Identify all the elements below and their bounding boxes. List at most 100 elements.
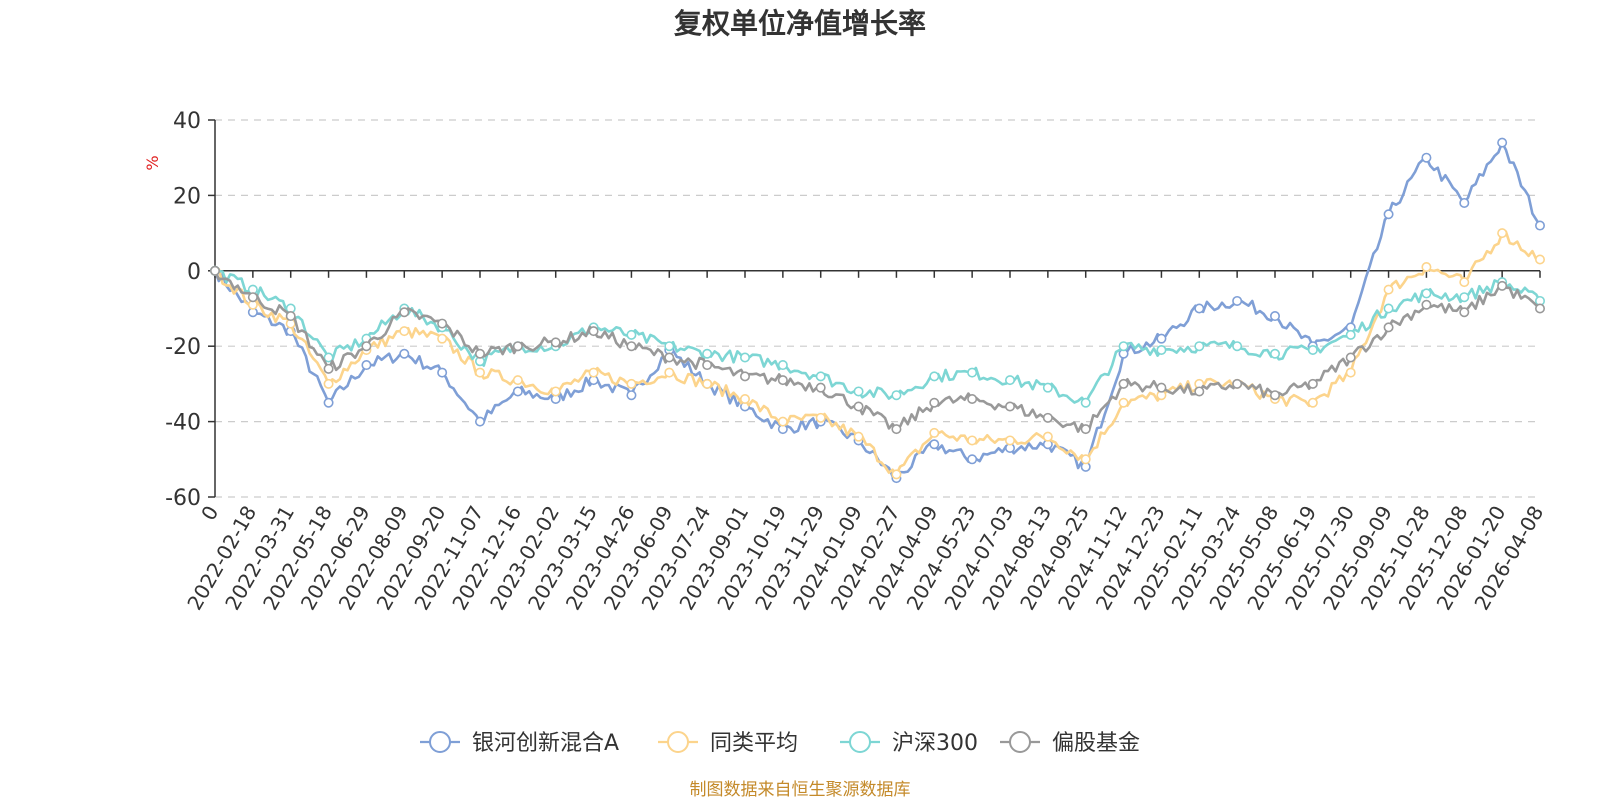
data-point[interactable] xyxy=(1459,307,1470,318)
data-point[interactable] xyxy=(1307,344,1318,355)
data-point[interactable] xyxy=(1307,397,1318,408)
data-point[interactable] xyxy=(891,424,902,435)
data-point[interactable] xyxy=(474,416,485,427)
data-point[interactable] xyxy=(1118,341,1129,352)
data-point[interactable] xyxy=(1080,397,1091,408)
data-point[interactable] xyxy=(1042,382,1053,393)
data-point[interactable] xyxy=(777,375,788,386)
data-point[interactable] xyxy=(853,401,864,412)
data-point[interactable] xyxy=(1345,367,1356,378)
data-point[interactable] xyxy=(474,367,485,378)
data-point[interactable] xyxy=(1421,288,1432,299)
data-point[interactable] xyxy=(1156,333,1167,344)
data-point[interactable] xyxy=(588,367,599,378)
data-point[interactable] xyxy=(1497,228,1508,239)
data-point[interactable] xyxy=(1383,303,1394,314)
legend-item-1[interactable]: 同类平均 xyxy=(658,731,798,756)
data-point[interactable] xyxy=(1459,277,1470,288)
data-point[interactable] xyxy=(1194,341,1205,352)
data-point[interactable] xyxy=(967,367,978,378)
data-point[interactable] xyxy=(777,360,788,371)
data-point[interactable] xyxy=(626,390,637,401)
data-point[interactable] xyxy=(1421,152,1432,163)
data-point[interactable] xyxy=(1345,329,1356,340)
data-point[interactable] xyxy=(1459,292,1470,303)
data-point[interactable] xyxy=(929,439,940,450)
data-point[interactable] xyxy=(815,371,826,382)
data-point[interactable] xyxy=(664,341,675,352)
data-point[interactable] xyxy=(1535,220,1546,231)
data-point[interactable] xyxy=(1118,397,1129,408)
data-point[interactable] xyxy=(588,326,599,337)
data-point[interactable] xyxy=(399,307,410,318)
data-point[interactable] xyxy=(1497,137,1508,148)
legend-item-2[interactable]: 沪深300 xyxy=(840,731,978,756)
data-point[interactable] xyxy=(1232,378,1243,389)
data-point[interactable] xyxy=(1156,382,1167,393)
data-point[interactable] xyxy=(929,427,940,438)
data-point[interactable] xyxy=(1270,390,1281,401)
data-point[interactable] xyxy=(815,382,826,393)
data-point[interactable] xyxy=(361,360,372,371)
data-point[interactable] xyxy=(1383,322,1394,333)
data-point[interactable] xyxy=(437,367,448,378)
data-point[interactable] xyxy=(777,416,788,427)
data-point[interactable] xyxy=(626,341,637,352)
data-point[interactable] xyxy=(512,386,523,397)
data-point[interactable] xyxy=(1232,341,1243,352)
data-point[interactable] xyxy=(1497,280,1508,291)
data-point[interactable] xyxy=(1421,262,1432,273)
data-point[interactable] xyxy=(210,265,221,276)
data-point[interactable] xyxy=(1118,378,1129,389)
data-point[interactable] xyxy=(815,412,826,423)
data-point[interactable] xyxy=(1535,303,1546,314)
data-point[interactable] xyxy=(739,393,750,404)
data-point[interactable] xyxy=(1080,454,1091,465)
data-point[interactable] xyxy=(891,390,902,401)
legend-item-3[interactable]: 偏股基金 xyxy=(1000,731,1140,756)
data-point[interactable] xyxy=(323,397,334,408)
data-point[interactable] xyxy=(1345,352,1356,363)
data-point[interactable] xyxy=(1080,424,1091,435)
data-point[interactable] xyxy=(1042,431,1053,442)
data-point[interactable] xyxy=(967,454,978,465)
data-point[interactable] xyxy=(1270,348,1281,359)
data-point[interactable] xyxy=(1042,412,1053,423)
data-point[interactable] xyxy=(323,378,334,389)
data-point[interactable] xyxy=(702,378,713,389)
legend[interactable]: 银河创新混合A 同类平均 沪深300 偏股基金 xyxy=(420,731,1140,756)
data-point[interactable] xyxy=(626,329,637,340)
data-point[interactable] xyxy=(550,386,561,397)
data-point[interactable] xyxy=(550,337,561,348)
data-point[interactable] xyxy=(739,352,750,363)
data-point[interactable] xyxy=(967,393,978,404)
data-point[interactable] xyxy=(967,435,978,446)
data-point[interactable] xyxy=(1421,299,1432,310)
data-point[interactable] xyxy=(247,292,258,303)
data-point[interactable] xyxy=(399,348,410,359)
data-point[interactable] xyxy=(1270,311,1281,322)
data-point[interactable] xyxy=(512,341,523,352)
data-point[interactable] xyxy=(512,375,523,386)
data-point[interactable] xyxy=(626,378,637,389)
data-point[interactable] xyxy=(1194,386,1205,397)
data-point[interactable] xyxy=(1004,435,1015,446)
data-point[interactable] xyxy=(929,397,940,408)
data-point[interactable] xyxy=(1307,378,1318,389)
data-point[interactable] xyxy=(323,363,334,374)
data-point[interactable] xyxy=(1004,401,1015,412)
data-point[interactable] xyxy=(664,352,675,363)
data-point[interactable] xyxy=(702,360,713,371)
data-point[interactable] xyxy=(1535,254,1546,265)
data-point[interactable] xyxy=(1156,344,1167,355)
data-point[interactable] xyxy=(853,386,864,397)
data-point[interactable] xyxy=(853,431,864,442)
data-point[interactable] xyxy=(399,326,410,337)
data-point[interactable] xyxy=(1459,197,1470,208)
data-point[interactable] xyxy=(1194,303,1205,314)
data-point[interactable] xyxy=(361,341,372,352)
data-point[interactable] xyxy=(1383,209,1394,220)
data-point[interactable] xyxy=(1383,284,1394,295)
data-point[interactable] xyxy=(891,469,902,480)
data-point[interactable] xyxy=(437,318,448,329)
